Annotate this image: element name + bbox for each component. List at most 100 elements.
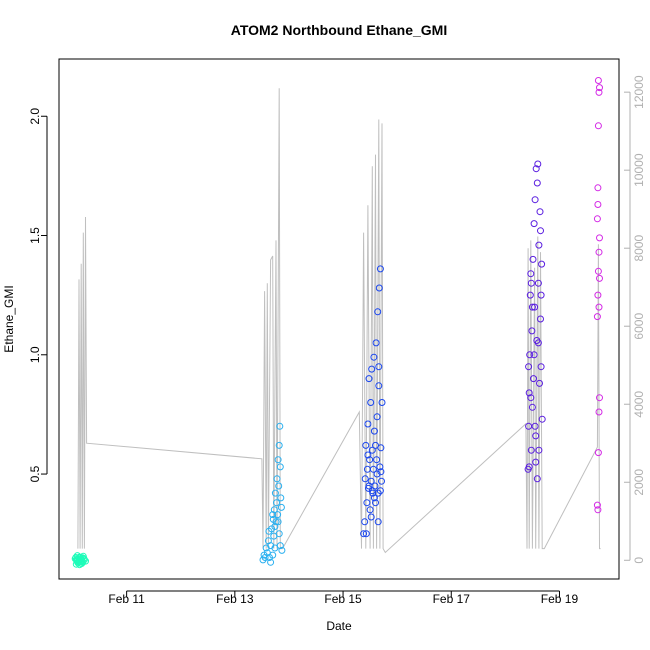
x-tick-label: Feb 13 [216, 592, 254, 606]
x-axis-label: Date [326, 619, 352, 633]
data-point [595, 303, 603, 311]
x-tick-label: Feb 11 [108, 592, 145, 606]
y2-tick-label: 10000 [632, 153, 646, 187]
data-point [368, 487, 376, 495]
data-point [525, 389, 533, 397]
x-axis: Feb 11 Feb 13 Feb 15 Feb 17 Feb 19 [108, 590, 579, 606]
data-point [270, 506, 278, 514]
data-point [535, 446, 543, 454]
data-point [276, 542, 284, 550]
data-point [372, 441, 379, 449]
data-point [537, 227, 544, 235]
data-point [273, 499, 280, 507]
data-point [75, 558, 82, 566]
data-point [376, 487, 384, 495]
y2-tick-label: 0 [632, 557, 646, 564]
data-point [526, 351, 534, 359]
data-point [538, 260, 546, 268]
data-point [532, 458, 540, 466]
data-point [594, 184, 602, 192]
data-point [531, 422, 539, 430]
data-point [594, 506, 602, 514]
data-point [277, 503, 285, 511]
y-tick-label: 2.0 [28, 108, 42, 125]
data-point [274, 511, 282, 519]
data-point [366, 456, 374, 464]
data-point [368, 365, 376, 373]
data-point [372, 499, 379, 507]
data-point [537, 363, 545, 371]
data-point [531, 196, 539, 204]
data-point [72, 560, 80, 568]
data-point [370, 427, 378, 435]
y2-tick-label: 8000 [632, 235, 646, 262]
data-point [267, 558, 275, 566]
data-point [594, 77, 602, 84]
data-point [364, 451, 372, 459]
data-point [277, 494, 285, 502]
data-point [596, 234, 603, 242]
data-point [367, 513, 375, 521]
data-point [536, 208, 544, 216]
x-tick-label: Feb 19 [541, 592, 579, 606]
data-point [593, 501, 601, 509]
data-point [374, 308, 382, 316]
data-point [369, 465, 377, 473]
data-point [534, 279, 542, 287]
data-point [527, 279, 535, 287]
data-point [530, 351, 538, 359]
x-tick-label: Feb 17 [433, 592, 471, 606]
data-point [370, 494, 378, 502]
data-point [278, 546, 286, 554]
data-point [374, 489, 382, 497]
y2-tick-label: 2000 [632, 469, 646, 496]
data-point [377, 468, 385, 476]
data-point [534, 339, 542, 347]
chart-title: ATOM2 Northbound Ethane_GMI [231, 22, 447, 38]
data-point [527, 394, 535, 402]
data-point [530, 220, 538, 228]
data-point [269, 511, 277, 519]
data-point [367, 399, 375, 406]
data-point [594, 201, 602, 208]
data-point [529, 255, 537, 263]
data-point [276, 422, 284, 430]
data-point [528, 303, 536, 311]
data-point [275, 482, 283, 490]
data-point [77, 554, 85, 561]
data-point [530, 375, 537, 383]
data-point [273, 475, 281, 483]
data-point [532, 165, 540, 173]
data-point [527, 270, 535, 278]
data-point [362, 441, 370, 449]
x-tick-label: Feb 15 [324, 592, 362, 606]
data-point [276, 463, 284, 471]
data-point [595, 88, 603, 96]
data-point [526, 291, 534, 299]
data-point [374, 518, 382, 526]
data-point [531, 303, 539, 311]
data-point [274, 518, 282, 526]
data-point [275, 441, 283, 449]
altitude-trace-layer [77, 88, 601, 554]
data-point [376, 463, 384, 471]
data-point [593, 215, 601, 223]
data-point [378, 399, 386, 406]
y2-tick-label: 6000 [632, 313, 646, 340]
data-point [274, 456, 282, 464]
data-point [272, 518, 280, 526]
data-point [594, 267, 602, 275]
y-tick-label: 1.0 [28, 346, 42, 363]
data-point [271, 489, 279, 497]
y-axis-label: Ethane_GMI [2, 285, 16, 352]
data-point [595, 248, 603, 256]
data-point [596, 84, 603, 92]
data-point [368, 446, 376, 454]
data-point [594, 122, 602, 130]
data-point [537, 315, 544, 323]
data-point [528, 327, 536, 335]
data-point [596, 394, 603, 402]
data-point [370, 353, 378, 361]
data-point [271, 523, 279, 530]
